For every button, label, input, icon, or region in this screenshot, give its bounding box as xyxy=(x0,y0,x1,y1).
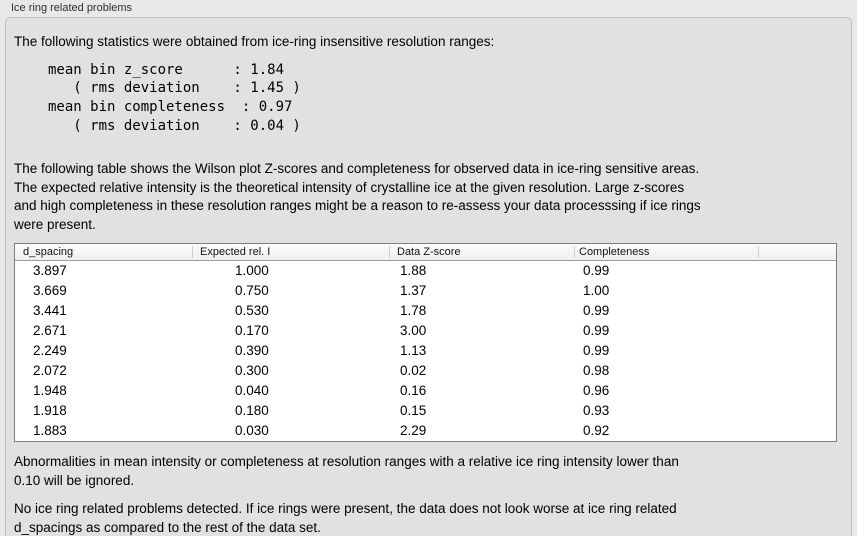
table-cell: 0.040 xyxy=(235,383,269,399)
table-cell: 0.180 xyxy=(235,403,269,419)
table-body: 3.897 1.000 1.88 0.99 3.669 0.750 1.37 1.00 3.44… xyxy=(15,261,836,442)
table-cell: 0.170 xyxy=(235,323,269,339)
table-cell: 0.750 xyxy=(235,283,269,299)
column-header-empty xyxy=(758,244,836,260)
table-cell: 1.00 xyxy=(583,283,610,299)
table-cell: 3.669 xyxy=(33,283,67,299)
table-row[interactable]: 1.883 0.030 2.29 0.92 xyxy=(15,421,836,442)
table-cell: 2.671 xyxy=(33,323,67,339)
table-cell: 0.96 xyxy=(583,383,610,399)
table-cell: 3.897 xyxy=(33,263,67,279)
table-cell: 1.918 xyxy=(33,403,67,419)
table-row[interactable]: 1.948 0.040 0.16 0.96 xyxy=(15,381,836,402)
table-cell: 1.883 xyxy=(33,423,67,439)
table-row[interactable]: 3.441 0.530 1.78 0.99 xyxy=(15,301,836,322)
table-cell: 0.99 xyxy=(583,343,610,359)
table-cell: 2.29 xyxy=(400,423,427,439)
table-cell: 0.99 xyxy=(583,303,610,319)
table-header: d_spacing Expected rel. I Data Z-score Comp… xyxy=(15,244,836,262)
intro-text: The following statistics were obtained f… xyxy=(14,34,495,49)
stats-block: mean bin z_score : 1.84 ( rms deviation … xyxy=(48,61,301,134)
table-row[interactable]: 3.897 1.000 1.88 0.99 xyxy=(15,261,836,282)
table-cell: 0.99 xyxy=(583,323,610,339)
table-row[interactable]: 2.072 0.300 0.02 0.98 xyxy=(15,361,836,382)
table-cell: 0.530 xyxy=(235,303,269,319)
column-header-d-spacing[interactable]: d_spacing xyxy=(23,246,74,259)
table-cell: 0.93 xyxy=(583,403,610,419)
table-cell: 0.300 xyxy=(235,363,269,379)
table-cell: 0.16 xyxy=(400,383,427,399)
ice-ring-panel: The following statistics were obtained f… xyxy=(5,17,852,536)
table-cell: 0.99 xyxy=(583,263,610,279)
table-row[interactable]: 3.669 0.750 1.37 1.00 xyxy=(15,281,836,302)
table-row[interactable]: 1.918 0.180 0.15 0.93 xyxy=(15,401,836,422)
table-cell: 2.249 xyxy=(33,343,67,359)
table-description: The following table shows the Wilson plo… xyxy=(14,161,701,232)
ignore-note-text: Abnormalities in mean intensity or compl… xyxy=(14,454,679,488)
table-cell: 0.15 xyxy=(400,403,427,419)
table-cell: 3.00 xyxy=(400,323,427,339)
table-cell: 0.030 xyxy=(235,423,269,439)
table-cell: 0.92 xyxy=(583,423,610,439)
table-cell: 0.98 xyxy=(583,363,610,379)
table-cell: 2.072 xyxy=(33,363,67,379)
table-cell: 1.13 xyxy=(400,343,427,359)
table-cell: 0.390 xyxy=(235,343,269,359)
table-row[interactable]: 2.671 0.170 3.00 0.99 xyxy=(15,321,836,342)
table-cell: 3.441 xyxy=(33,303,67,319)
table-cell: 1.000 xyxy=(235,263,269,279)
ice-ring-table: d_spacing Expected rel. I Data Z-score Comp… xyxy=(14,243,837,443)
table-cell: 1.88 xyxy=(400,263,427,279)
table-cell: 1.37 xyxy=(400,283,427,299)
table-row[interactable]: 2.249 0.390 1.13 0.99 xyxy=(15,341,836,362)
conclusion-text: No ice ring related problems detected. I… xyxy=(14,501,677,535)
section-title: Ice ring related problems xyxy=(11,2,133,14)
column-header-expected-rel-i[interactable]: Expected rel. I xyxy=(192,244,389,260)
table-cell: 0.02 xyxy=(400,363,427,379)
column-header-data-z-score[interactable]: Data Z-score xyxy=(389,244,574,260)
table-cell: 1.78 xyxy=(400,303,427,319)
table-cell: 1.948 xyxy=(33,383,67,399)
column-header-completeness[interactable]: Completeness xyxy=(574,244,758,260)
